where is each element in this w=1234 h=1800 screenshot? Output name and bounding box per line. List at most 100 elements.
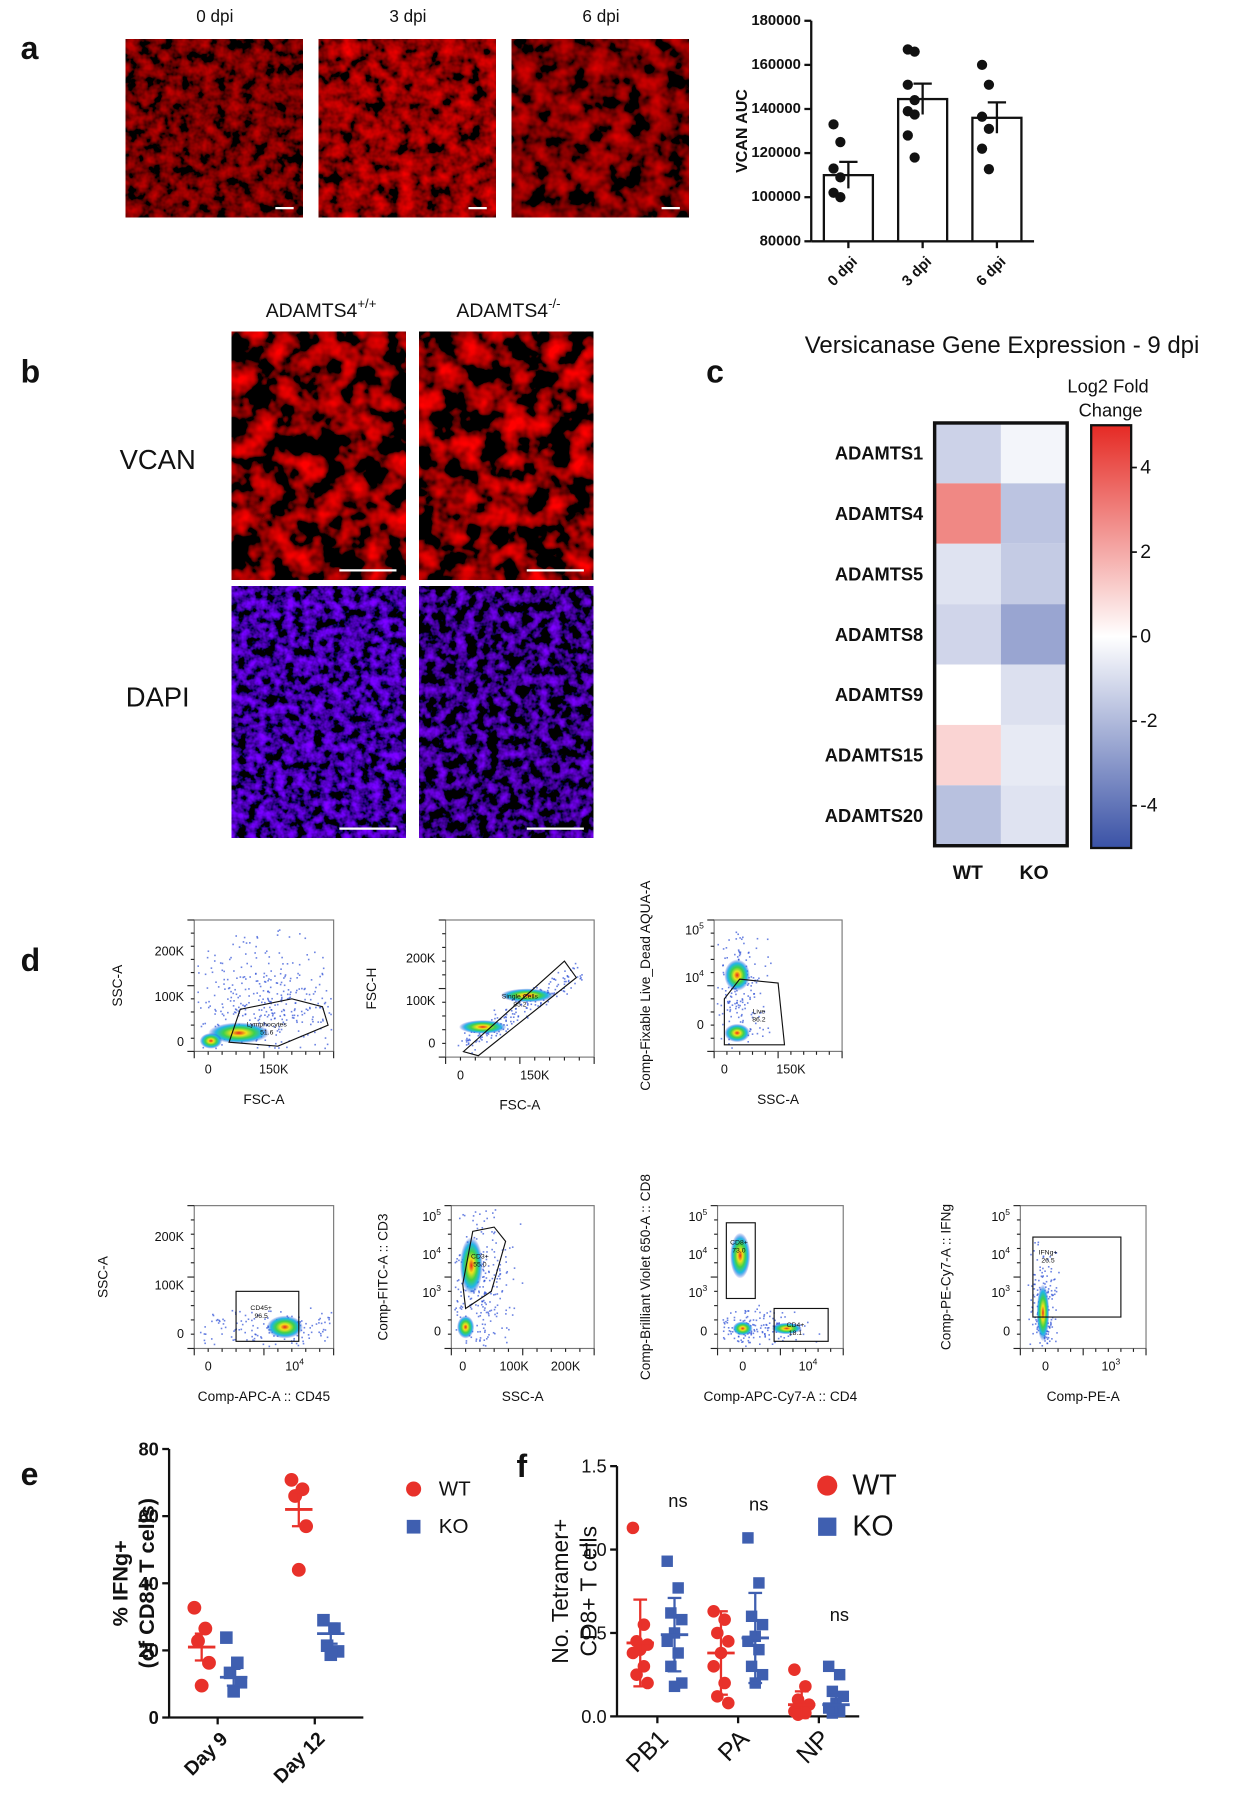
event-dot	[222, 1006, 224, 1009]
event-dot	[227, 1011, 229, 1014]
event-dot	[488, 1279, 491, 1282]
event-dot	[266, 1015, 269, 1018]
event-dot	[763, 1010, 766, 1013]
density-blob	[457, 1315, 475, 1339]
event-dot	[463, 1214, 466, 1217]
event-dot	[468, 1038, 471, 1041]
event-dot	[484, 1272, 487, 1275]
event-dot	[505, 1016, 508, 1019]
event-dot	[506, 1270, 509, 1273]
event-dot	[457, 1279, 460, 1281]
event-dot	[761, 1035, 764, 1038]
event-dot	[748, 1320, 751, 1323]
data-point	[672, 1582, 684, 1594]
event-dot	[204, 973, 207, 976]
y-tick-label: 40	[138, 1573, 158, 1594]
event-dot	[770, 962, 772, 965]
event-dot	[764, 1327, 767, 1329]
micrograph	[231, 331, 406, 580]
event-dot	[493, 1232, 495, 1235]
gate-name: CD3+	[471, 1254, 489, 1261]
event-dot	[742, 1320, 745, 1322]
data-point	[672, 1647, 684, 1659]
event-dot	[486, 1251, 488, 1253]
event-dot	[479, 1340, 481, 1342]
event-dot	[283, 1014, 286, 1017]
event-dot	[1036, 1259, 1039, 1261]
event-dot	[759, 1343, 761, 1346]
event-dot	[563, 980, 566, 983]
data-point	[835, 192, 846, 203]
event-dot	[307, 958, 310, 961]
gate	[723, 978, 786, 1046]
event-dot	[818, 1333, 821, 1335]
event-dot	[309, 1327, 311, 1329]
event-dot	[749, 1319, 752, 1322]
event-dot	[263, 1023, 266, 1025]
event-dot	[787, 1335, 790, 1338]
event-dot	[300, 1320, 303, 1322]
event-dot	[756, 937, 759, 940]
event-dot	[755, 981, 758, 984]
event-dot	[319, 1006, 322, 1009]
event-dot	[547, 987, 550, 989]
event-dot	[776, 1323, 779, 1325]
y-tick-label-base: 10	[685, 924, 699, 938]
event-dot	[735, 938, 738, 940]
event-dot	[490, 1292, 492, 1295]
event-dot	[498, 1268, 501, 1270]
event-dot	[1054, 1318, 1057, 1321]
event-dot	[478, 1040, 481, 1043]
event-dot	[766, 938, 769, 941]
event-dot	[460, 1308, 463, 1310]
event-dot	[276, 982, 279, 984]
event-dot	[301, 1021, 304, 1023]
event-dot	[521, 1282, 524, 1284]
event-dot	[751, 1033, 754, 1035]
event-dot	[456, 1280, 459, 1282]
event-dot	[485, 1258, 488, 1261]
event-dot	[780, 1335, 782, 1338]
data-point	[833, 1705, 846, 1718]
event-dot	[470, 1297, 473, 1300]
event-dot	[254, 973, 257, 975]
event-dot	[264, 1014, 266, 1017]
data-point	[194, 1678, 209, 1693]
event-dot	[744, 1003, 746, 1006]
event-dot	[1040, 1275, 1043, 1278]
event-dot	[1032, 1332, 1034, 1335]
event-dot	[1033, 1283, 1036, 1286]
micrograph-label: 3 dpi	[389, 6, 426, 26]
event-dot	[322, 1328, 325, 1331]
label-line: Change	[1079, 399, 1143, 420]
gate-value: 85.2	[513, 1001, 527, 1008]
event-dot	[495, 1281, 498, 1283]
event-dot	[291, 1342, 293, 1344]
event-dot	[477, 1034, 480, 1037]
event-dot	[322, 1019, 324, 1022]
y-tick-label: 160000	[751, 57, 801, 73]
event-dot	[248, 1001, 250, 1004]
event-dot	[204, 1342, 206, 1345]
event-dot	[299, 933, 301, 935]
event-dot	[759, 1012, 762, 1014]
event-dot	[260, 1001, 263, 1004]
event-dot	[727, 986, 730, 989]
data-point	[909, 46, 920, 57]
y-tick-label: 100K	[155, 990, 185, 1004]
event-dot	[309, 998, 312, 1001]
event-dot	[789, 1334, 792, 1337]
event-dot	[461, 1306, 464, 1308]
event-dot	[752, 1336, 755, 1339]
micrograph	[318, 39, 496, 218]
event-dot	[462, 1302, 465, 1305]
event-dot	[1033, 1295, 1036, 1298]
event-dot	[489, 1320, 492, 1322]
event-dot	[747, 1310, 750, 1312]
legend-marker	[406, 1519, 421, 1534]
y-tick-label: 104	[991, 1245, 1010, 1262]
event-dot	[267, 1317, 269, 1319]
event-dot	[315, 1006, 317, 1009]
event-dot	[249, 976, 251, 978]
event-dot	[269, 1001, 271, 1003]
